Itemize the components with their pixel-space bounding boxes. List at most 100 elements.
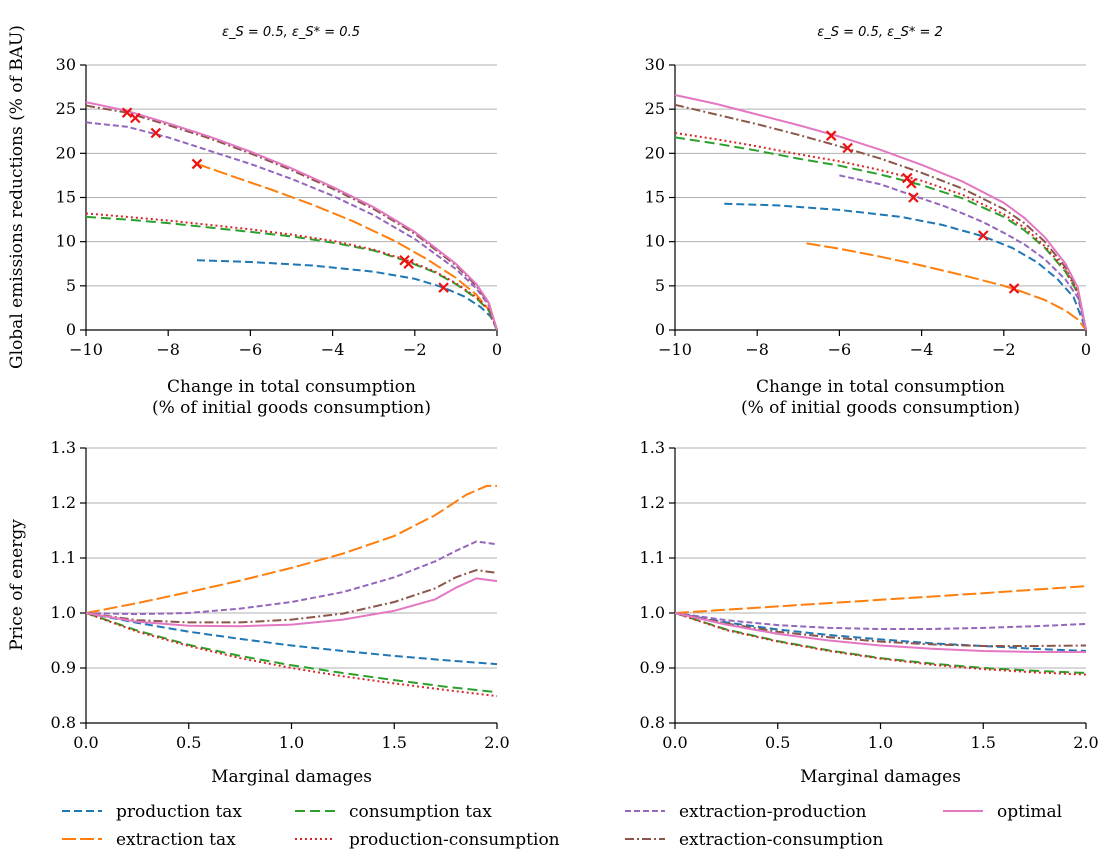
- marker-x: [121, 107, 133, 118]
- legend-item-production-tax: production tax: [62, 802, 242, 822]
- series-line-production-consumption: [85, 212, 498, 331]
- series-line-production-tax: [724, 202, 1087, 331]
- series-line-extraction-consumption: [85, 104, 498, 331]
- y-tick-label: 0.9: [640, 658, 665, 677]
- x-tick-label: −8: [156, 340, 180, 359]
- marker-x: [825, 130, 837, 141]
- series-line-extraction-tax: [196, 162, 498, 331]
- marker-x: [191, 158, 203, 170]
- y-tick-label: 1.0: [51, 603, 76, 622]
- y-tick-label: 25: [645, 99, 665, 118]
- marker-x: [130, 112, 141, 124]
- panel-title: ε_S = 0.5, ε_S* = 0.5: [222, 25, 360, 40]
- series-line-extraction-consumption: [85, 569, 498, 624]
- x-tick-label: −10: [69, 340, 103, 359]
- x-tick-label: −6: [828, 340, 852, 359]
- y-axis-label: Global emissions reductions (% of BAU): [7, 25, 27, 369]
- legend-item-production-consumption: production-consumption: [295, 830, 560, 850]
- x-tick-label: 0.0: [73, 733, 98, 752]
- y-tick-label: 0: [66, 320, 76, 339]
- x-tick-label: 0.5: [765, 733, 790, 752]
- marker-x: [906, 178, 917, 189]
- legend-item-extraction-tax: extraction tax: [62, 830, 236, 850]
- series-line-extraction-production: [85, 540, 498, 616]
- y-tick-label: 1.2: [640, 493, 665, 512]
- legend: production tax extraction tax consumption …: [62, 802, 1062, 850]
- y-tick-label: 15: [645, 188, 665, 207]
- legend-label: extraction-consumption: [679, 830, 883, 850]
- series-line-consumption-tax: [674, 136, 1087, 331]
- x-tick-label: 0: [492, 340, 502, 359]
- legend-label: consumption tax: [349, 802, 492, 822]
- y-tick-label: 30: [645, 55, 665, 74]
- legend-item-consumption-tax: consumption tax: [295, 802, 492, 822]
- x-tick-label: 0.0: [662, 733, 687, 752]
- legend-label: production tax: [116, 802, 242, 822]
- x-axis-label: Change in total consumption (% of initial…: [741, 377, 1020, 418]
- marker-x: [842, 142, 853, 154]
- x-axis-label: Marginal damages: [800, 767, 961, 787]
- y-tick-label: 1.2: [51, 493, 76, 512]
- series-line-extraction-production: [85, 121, 498, 331]
- y-tick-label: 5: [655, 276, 665, 295]
- y-tick-label: 1.3: [640, 438, 665, 457]
- y-tick-label: 0.8: [51, 713, 76, 732]
- series-line-production-consumption: [674, 132, 1087, 331]
- legend-label: production-consumption: [349, 830, 560, 850]
- series-line-extraction-tax: [806, 242, 1087, 331]
- chart-panel-bottom-right: 0.8 0.9 1.0 1.1 1.2 1.3 0.0 0.5 1.0 1.5 2.0 Margina…: [640, 438, 1099, 787]
- marker-x: [977, 230, 989, 241]
- x-tick-label: 1.0: [868, 733, 893, 752]
- series-line-extraction-production: [674, 612, 1087, 630]
- chart-panel-top-right: 0 5 10 15 20 25 30 −10 −8 −6 −4 −2 0 ε_S = 0.5, ε_S* …: [645, 25, 1091, 418]
- y-tick-label: 20: [645, 143, 665, 162]
- y-tick-label: 1.1: [640, 548, 665, 567]
- y-tick-label: 30: [56, 55, 76, 74]
- x-tick-label: 2.0: [1073, 733, 1098, 752]
- series-line-consumption-tax: [674, 612, 1087, 674]
- series-line-production-tax: [85, 612, 498, 666]
- x-tick-label: −4: [321, 340, 345, 359]
- x-tick-label: −4: [910, 340, 934, 359]
- y-tick-label: 0.8: [640, 713, 665, 732]
- series-line-extraction-consumption: [674, 612, 1087, 647]
- chart-panel-top-left: 0 5 10 15 20 25 30 −10 −8 −6 −4 −2 0 ε_S = 0.5, ε_S* …: [7, 25, 502, 418]
- series-line-production-consumption: [674, 612, 1087, 676]
- y-tick-label: 25: [56, 99, 76, 118]
- marker-x: [150, 127, 162, 139]
- x-tick-label: −2: [403, 340, 427, 359]
- series-line-production-consumption: [85, 612, 498, 698]
- y-tick-label: 0.9: [51, 658, 76, 677]
- series-line-optimal: [674, 94, 1087, 331]
- x-tick-label: 1.0: [279, 733, 304, 752]
- x-tick-label: 1.5: [971, 733, 996, 752]
- x-axis-label: Change in total consumption (% of initial…: [152, 377, 431, 418]
- y-tick-label: 5: [66, 276, 76, 295]
- x-tick-label: −6: [239, 340, 263, 359]
- marker-x: [908, 192, 919, 203]
- series-line-optimal: [674, 612, 1086, 653]
- y-tick-label: 1.3: [51, 438, 76, 457]
- panel-title: ε_S = 0.5, ε_S* = 2: [817, 25, 943, 40]
- series-line-production-tax: [674, 612, 1087, 652]
- series-line-extraction-production: [839, 174, 1087, 331]
- legend-item-optimal: optimal: [943, 802, 1062, 822]
- legend-label: optimal: [997, 802, 1062, 822]
- x-tick-label: 0.5: [176, 733, 201, 752]
- x-tick-label: −8: [745, 340, 769, 359]
- y-tick-label: 15: [56, 188, 76, 207]
- x-tick-label: 2.0: [484, 733, 509, 752]
- legend-label: extraction tax: [116, 830, 236, 850]
- series-line-extraction-tax: [85, 484, 497, 614]
- marker-x: [438, 282, 449, 293]
- y-tick-label: 10: [56, 232, 76, 251]
- y-tick-label: 10: [645, 232, 665, 251]
- x-tick-label: −2: [992, 340, 1016, 359]
- chart-panel-bottom-left: 0.8 0.9 1.0 1.1 1.2 1.3 0.0 0.5 1.0 1.5 2.0 Margina…: [7, 438, 510, 787]
- x-axis-label: Marginal damages: [211, 767, 372, 787]
- marker-x: [1008, 283, 1020, 294]
- y-tick-label: 1.1: [51, 548, 76, 567]
- x-tick-label: −10: [658, 340, 692, 359]
- y-tick-label: 0: [655, 320, 665, 339]
